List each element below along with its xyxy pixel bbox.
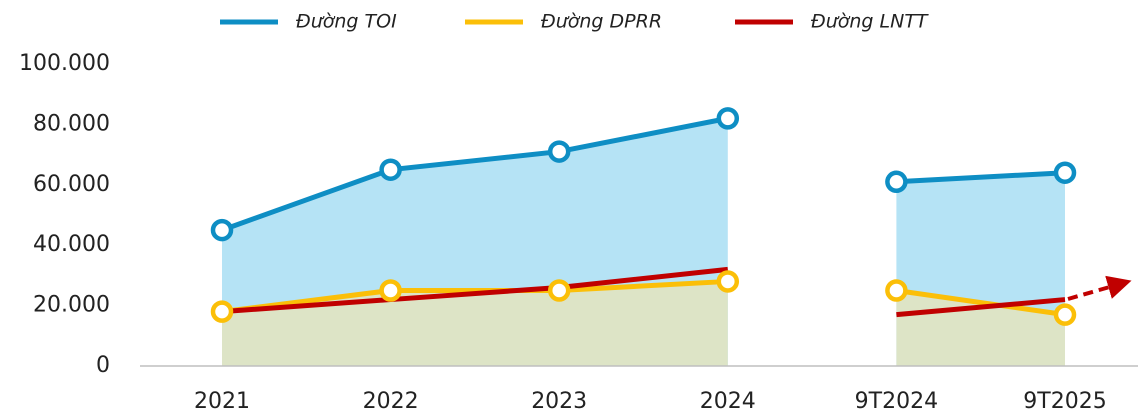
marker (379, 158, 402, 181)
line (221, 266, 729, 315)
line (221, 278, 728, 315)
markers (210, 107, 1077, 326)
x-tick-label: 2023 (531, 389, 587, 414)
areas (222, 118, 1065, 366)
marker (379, 279, 402, 302)
x-tick-label: 2022 (363, 389, 419, 414)
legend-label: Đường DPRR (541, 11, 662, 33)
legend-label: Đường LNTT (811, 11, 929, 33)
line (896, 288, 1066, 318)
x-tick-label: 2024 (700, 389, 756, 414)
x-tick-label: 2021 (194, 389, 250, 414)
marker (547, 279, 571, 302)
x-tick-label: 9T2024 (855, 389, 938, 414)
x-tick-label: 9T2025 (1023, 389, 1106, 414)
y-tick-label: 40.000 (33, 232, 110, 257)
line (221, 115, 729, 233)
y-tick-label: 80.000 (33, 111, 110, 136)
line (896, 297, 1066, 318)
marker (885, 279, 908, 302)
marker (1053, 161, 1077, 184)
line (896, 170, 1066, 185)
y-tick-label: 20.000 (33, 293, 110, 318)
y-tick-label: 0 (96, 353, 110, 378)
marker (210, 218, 234, 242)
marker (716, 107, 740, 130)
marker (716, 270, 740, 293)
marker (1053, 303, 1077, 326)
lines (221, 115, 1132, 318)
y-tick-label: 60.000 (33, 172, 110, 197)
marker (885, 170, 908, 194)
marker (547, 140, 571, 163)
legend-label: Đường TOI (296, 11, 397, 33)
y-tick-label: 100.000 (19, 51, 110, 76)
marker (210, 300, 234, 323)
trend-arrow (1067, 275, 1132, 301)
